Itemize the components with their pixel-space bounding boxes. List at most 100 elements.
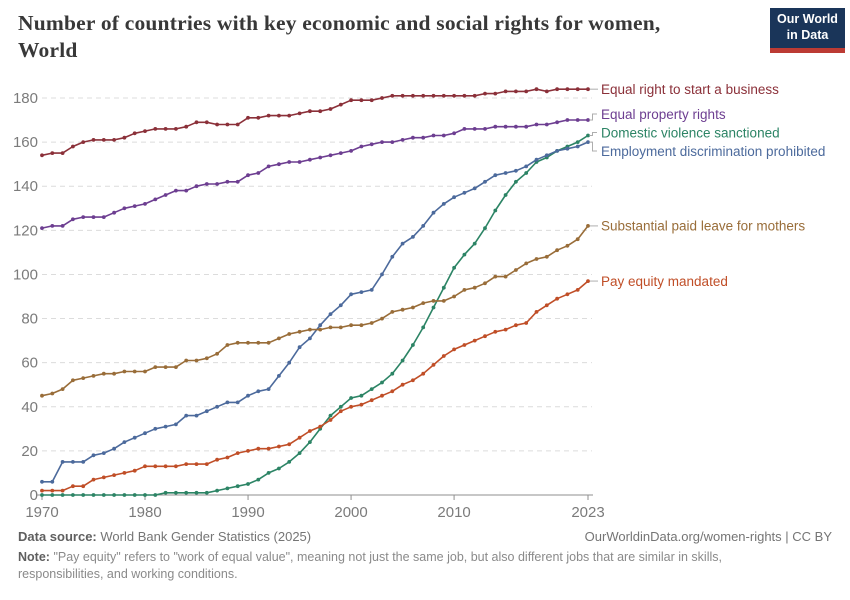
series-point — [565, 243, 570, 248]
series-point — [534, 310, 539, 314]
series-point — [246, 393, 250, 398]
series-point — [204, 462, 209, 466]
series-point — [277, 336, 281, 341]
series-point — [586, 279, 590, 283]
series-point — [122, 369, 127, 374]
series-point — [472, 126, 477, 131]
legend-label-equal-property-rights[interactable]: Equal property rights — [601, 107, 726, 122]
series-point — [586, 224, 590, 228]
series-point — [297, 345, 302, 350]
series-point — [452, 195, 456, 200]
series-point — [308, 336, 312, 341]
series-point — [462, 252, 467, 257]
series-point — [380, 272, 384, 277]
series-point — [524, 321, 529, 325]
legend-label-employment-discrimination-prohibited[interactable]: Employment discrimination prohibited — [601, 144, 825, 159]
y-tick-label-140: 140 — [13, 178, 38, 195]
series-point — [163, 464, 168, 469]
series-point — [163, 490, 168, 495]
series-point — [493, 173, 498, 178]
series-point — [534, 122, 539, 127]
series-point — [50, 479, 55, 484]
series-point — [359, 98, 364, 103]
series-point — [132, 131, 137, 136]
series-point — [328, 413, 333, 418]
series-point — [50, 151, 55, 156]
legend-label-substantial-paid-leave-for-mothers[interactable]: Substantial paid leave for mothers — [601, 219, 805, 234]
series-point — [277, 162, 281, 167]
legend-label-equal-right-to-start-a-business[interactable]: Equal right to start a business — [601, 82, 779, 97]
series-point — [71, 493, 75, 497]
series-point — [71, 217, 75, 222]
series-line-employment-discrimination-prohibited — [42, 141, 589, 483]
series-point — [246, 340, 250, 345]
series-point — [81, 140, 86, 145]
series-point — [544, 122, 549, 127]
series-point — [184, 462, 189, 466]
series-point — [184, 413, 189, 418]
y-tick-label-0: 0 — [30, 487, 38, 504]
series-point — [586, 140, 590, 145]
series-point — [215, 488, 220, 493]
series-point — [174, 365, 178, 369]
owid-logo[interactable]: Our World in Data — [770, 8, 845, 53]
series-point — [400, 382, 405, 387]
series-point — [462, 343, 467, 347]
series-point — [297, 451, 302, 455]
series-point — [503, 89, 508, 94]
series-point — [50, 224, 55, 228]
legend-label-pay-equity-mandated[interactable]: Pay equity mandated — [601, 274, 728, 289]
series-point — [235, 122, 240, 127]
series-point — [483, 91, 487, 96]
series-point — [359, 393, 364, 398]
series-point — [400, 241, 405, 246]
series-point — [493, 274, 498, 279]
series-point — [266, 340, 271, 345]
series-point — [493, 124, 498, 129]
series-point — [411, 305, 415, 310]
series-point — [411, 343, 415, 347]
series-point — [483, 281, 487, 286]
series-point — [266, 387, 271, 391]
series-point — [555, 296, 559, 301]
legend-label-domestic-violence-sanctioned[interactable]: Domestic violence sanctioned — [601, 125, 780, 140]
series-point — [287, 460, 292, 464]
series-point — [225, 400, 230, 405]
series-point — [318, 155, 323, 160]
series-point — [421, 371, 426, 376]
series-point — [194, 490, 199, 495]
series-point — [328, 107, 333, 111]
series-point — [349, 404, 353, 409]
series-point — [431, 299, 436, 303]
series-point — [40, 493, 44, 497]
series-point — [184, 124, 189, 129]
owid-link[interactable]: OurWorldinData.org/women-rights | CC BY — [584, 529, 832, 544]
legend-connector — [589, 113, 597, 121]
series-point — [194, 462, 199, 466]
series-point — [163, 424, 168, 429]
series-point — [349, 292, 353, 297]
series-point — [81, 460, 86, 464]
series-point — [380, 380, 384, 385]
series-point — [71, 144, 75, 149]
title-line-2: World — [18, 38, 78, 62]
data-source-value: World Bank Gender Statistics (2025) — [100, 529, 312, 544]
series-point — [184, 490, 189, 495]
series-point — [483, 179, 487, 184]
series-point — [431, 133, 436, 138]
series-point — [122, 471, 127, 475]
y-tick-label-180: 180 — [13, 90, 38, 107]
series-point — [524, 89, 529, 94]
series-point — [555, 149, 559, 153]
series-point — [565, 292, 570, 297]
series-point — [431, 93, 436, 98]
series-point — [338, 325, 343, 330]
series-point — [91, 493, 96, 497]
series-point — [514, 168, 518, 173]
series-point — [40, 393, 44, 398]
series-point — [112, 446, 116, 451]
series-point — [174, 422, 178, 427]
series-point — [441, 354, 446, 358]
series-point — [441, 285, 446, 290]
series-point — [328, 312, 333, 316]
